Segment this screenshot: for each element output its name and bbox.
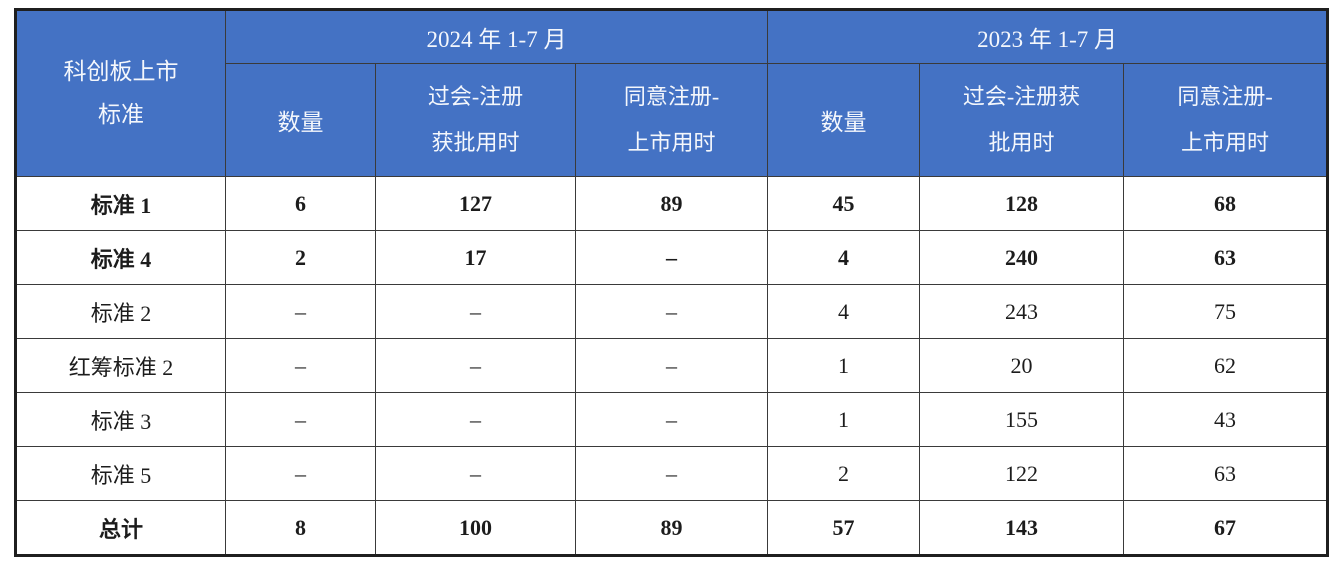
row-label: 标准 1 — [15, 176, 226, 231]
cell-value: 127 — [375, 176, 576, 231]
table-row: 标准 3– – –1 155 43 — [15, 392, 1329, 447]
corner-header-line2: 标准 — [98, 101, 144, 127]
col-header-2024-count: 数量 — [225, 63, 376, 177]
col-header-2023-count: 数量 — [767, 63, 921, 177]
cell-value: 75 — [1123, 284, 1329, 339]
cell-value: 128 — [919, 176, 1125, 231]
row-label: 标准 3 — [15, 392, 226, 447]
table-row: 标准 2– – –4 243 75 — [15, 284, 1329, 339]
cell-value: – — [574, 392, 769, 447]
cell-value: 155 — [919, 392, 1125, 447]
table-row: 标准 5– – –2 122 63 — [15, 446, 1329, 501]
cell-value: 122 — [919, 446, 1125, 501]
col-header-2024-listing-time: 同意注册- 上市用时 — [574, 63, 769, 177]
group-header-2024: 2024 年 1-7 月 — [224, 9, 769, 64]
table-body: 标准 1 6 127 89 45 128 68 标准 4 2 17–4 240 63 标准 2– – –4 2… — [15, 176, 1329, 556]
row-label: 标准 4 — [15, 230, 226, 285]
row-label: 标准 5 — [15, 446, 226, 501]
cell-value: – — [225, 284, 376, 339]
group-header-2023: 2023 年 1-7 月 — [767, 9, 1329, 64]
row-label: 标准 2 — [15, 284, 226, 339]
cell-value: 63 — [1123, 446, 1329, 501]
table-row: 标准 1 6 127 89 45 128 68 — [15, 176, 1329, 231]
cell-value: 4 — [767, 230, 921, 285]
cell-value: 45 — [767, 176, 921, 231]
col-header-2023-listing-time: 同意注册- 上市用时 — [1123, 63, 1329, 177]
cell-value: 2 — [225, 230, 376, 285]
cell-value: 2 — [767, 446, 921, 501]
corner-header-line1: 科创板上市 — [63, 58, 179, 84]
cell-value: 89 — [574, 176, 769, 231]
row-label: 红筹标准 2 — [15, 338, 226, 393]
cell-value: – — [225, 338, 376, 393]
cell-value: – — [375, 284, 576, 339]
cell-value: – — [574, 338, 769, 393]
cell-value: 1 — [767, 338, 921, 393]
table-row: 总计 8 100 89 57 143 67 — [15, 500, 1329, 556]
cell-value: 243 — [919, 284, 1125, 339]
cell-value: – — [375, 446, 576, 501]
cell-value: – — [225, 446, 376, 501]
col-header-2024-approval-time: 过会-注册 获批用时 — [375, 63, 576, 177]
cell-value: 89 — [574, 500, 769, 556]
corner-header: 科创板上市 标准 — [15, 9, 226, 177]
cell-value: – — [375, 392, 576, 447]
cell-value: 57 — [767, 500, 921, 556]
cell-value: – — [574, 284, 769, 339]
cell-value: 20 — [919, 338, 1125, 393]
cell-value: 240 — [919, 230, 1125, 285]
cell-value: – — [574, 446, 769, 501]
cell-value: 1 — [767, 392, 921, 447]
cell-value: 68 — [1123, 176, 1329, 231]
cell-value: 8 — [225, 500, 376, 556]
row-label: 总计 — [15, 500, 226, 556]
cell-value: 6 — [225, 176, 376, 231]
col-header-2023-approval-time: 过会-注册获 批用时 — [919, 63, 1125, 177]
cell-value: 100 — [375, 500, 576, 556]
document-page: 科创板上市 标准 2024 年 1-7 月 2023 年 1-7 月 数量 过会… — [14, 8, 1330, 557]
table-row: 标准 4 2 17–4 240 63 — [15, 230, 1329, 285]
cell-value: – — [574, 230, 769, 285]
cell-value: – — [225, 392, 376, 447]
cell-value: 143 — [919, 500, 1125, 556]
table-row: 红筹标准 2– – –1 20 62 — [15, 338, 1329, 393]
cell-value: 67 — [1123, 500, 1329, 556]
cell-value: 63 — [1123, 230, 1329, 285]
cell-value: – — [375, 338, 576, 393]
cell-value: 43 — [1123, 392, 1329, 447]
cell-value: 4 — [767, 284, 921, 339]
cell-value: 17 — [375, 230, 576, 285]
header-group-row: 科创板上市 标准 2024 年 1-7 月 2023 年 1-7 月 — [15, 9, 1329, 177]
header-sub-row: 数量 过会-注册 获批用时 同意注册- 上市用时 数量 过会-注册获 批用时 同… — [16, 63, 1329, 177]
star-market-listing-standards-table: 科创板上市 标准 2024 年 1-7 月 2023 年 1-7 月 数量 过会… — [14, 8, 1330, 557]
cell-value: 62 — [1123, 338, 1329, 393]
